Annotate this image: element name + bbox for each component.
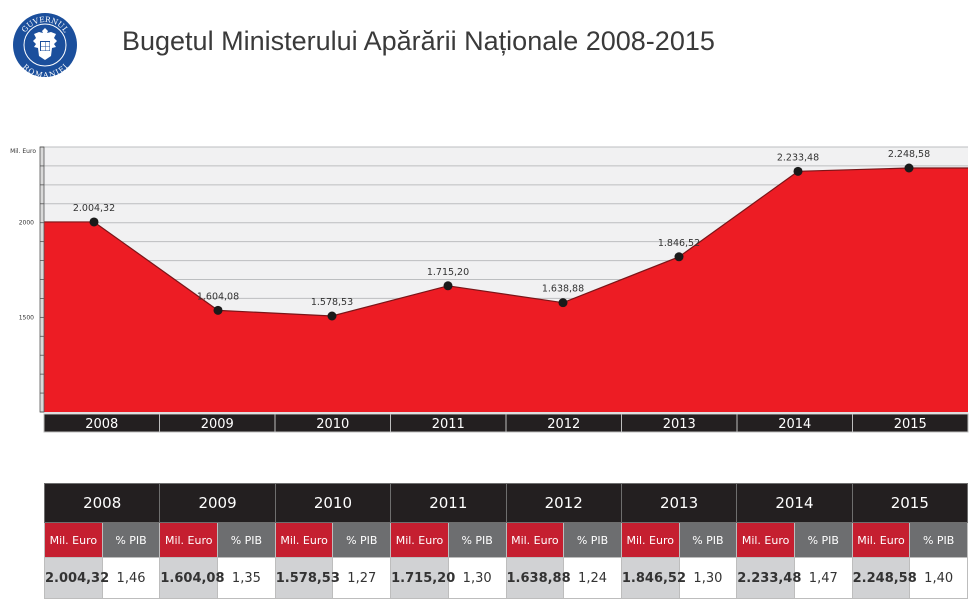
table-cell-pct-pib: 1,30 [447,557,507,599]
table-cell-mil-euro: 2.248,58 [851,557,917,599]
table-year-header: 2010 [274,483,392,523]
table-subheader-pct-pib: % PIB [447,522,507,558]
x-tick-label-2009: 2009 [201,417,234,432]
area-series [44,168,968,412]
table-cell-mil-euro: 1.715,20 [390,557,455,599]
budget-table: 2008 2009 2010 2011 2012 2013 2014 2015 Mil. Eu… [43,483,969,599]
x-axis-cell-2015 [852,413,969,433]
page-title: Bugetul Ministerului Apărării Naționale … [122,26,715,56]
table-year-header: 2012 [505,483,622,523]
data-label-2012: 1.638,88 [542,284,584,295]
x-axis-year-bar: 2008 2009 2010 2011 2012 2013 2014 2015 [43,413,969,433]
y-tick-label-2000: 2000 [19,220,34,227]
data-point-2010 [327,311,337,321]
data-label-2008: 2.004,32 [73,203,115,214]
table-year-header: 2008 [43,483,161,523]
data-label-2013: 1.846,52 [658,238,700,249]
table-cell-pct-pib: 1,27 [332,557,392,599]
y-tick-label-1500: 1500 [19,314,34,321]
data-label-2014: 2.233,48 [777,152,819,163]
table-subheader-pct-pib: % PIB [563,522,622,558]
table-subheader-mil-euro: Mil. Euro [505,522,565,558]
table-subheader-mil-euro: Mil. Euro [390,522,449,558]
table-cell-mil-euro: 1.604,08 [159,557,225,599]
table-cell-pct-pib: 1,35 [217,557,276,599]
table-year-header: 2009 [159,483,276,523]
table-subheader-mil-euro: Mil. Euro [620,522,680,558]
table-subheader-mil-euro: Mil. Euro [159,522,219,558]
table-subheader-pct-pib: % PIB [793,522,853,558]
data-point-2009 [213,305,223,315]
table-year-header: 2014 [736,483,853,523]
x-tick-label-2012: 2012 [547,417,580,432]
data-label-2011: 1.715,20 [427,267,469,278]
table-value-row: 2.004,32 1,46 1.604,08 1,35 1.578,53 1,27 1.71… [44,557,968,599]
table-subheader-mil-euro: Mil. Euro [736,522,795,558]
table-subheader-pct-pib: % PIB [101,522,161,558]
table-year-row: 2008 2009 2010 2011 2012 2013 2014 2015 [43,483,969,523]
eagle-crest-icon [33,28,57,60]
x-tick-label-2015: 2015 [894,417,927,432]
data-label-2015: 2.248,58 [888,149,930,160]
table-cell-mil-euro: 1.846,52 [620,557,686,599]
data-points: 2.004,32 1.604,08 1.578,53 1.715,20 1.638,88… [73,149,930,321]
data-label-2009: 1.604,08 [197,291,239,302]
y-axis-title: Mil. Euro [10,148,36,155]
table-year-header: 2011 [390,483,507,523]
x-tick-label-2010: 2010 [316,417,349,432]
table-subheader-mil-euro: Mil. Euro [44,522,103,558]
table-subheader-pct-pib: % PIB [332,522,392,558]
table-cell-pct-pib: 1,40 [909,557,968,599]
data-point-2008 [89,217,99,227]
y-axis: 2000 1500 [19,146,45,413]
x-tick-label-2014: 2014 [778,417,811,432]
data-point-2015 [904,163,914,173]
table-cell-mil-euro: 1.638,88 [505,557,571,599]
data-point-2011 [443,281,453,291]
data-label-2010: 1.578,53 [311,297,353,308]
x-tick-label-2008: 2008 [85,417,118,432]
table-cell-pct-pib: 1,24 [563,557,622,599]
table-cell-pct-pib: 1,46 [101,557,161,599]
table-subheader-row: Mil. Euro% PIB Mil. Euro% PIB Mil. Euro% P… [44,522,968,558]
table-subheader-mil-euro: Mil. Euro [274,522,334,558]
table-cell-pct-pib: 1,47 [793,557,853,599]
table-cell-mil-euro: 2.004,32 [44,557,109,599]
budget-area-chart: 2.004,32 1.604,08 1.578,53 1.715,20 1.638,88… [10,146,969,433]
table-cell-pct-pib: 1,30 [678,557,738,599]
logo-inner-ring [23,23,67,67]
x-tick-label-2013: 2013 [663,417,696,432]
line-series [44,167,968,317]
data-point-2014 [793,166,803,176]
government-of-romania-seal-icon: GUVERNUL ROMANIEI [13,13,77,78]
x-tick-label-2011: 2011 [432,417,465,432]
data-point-2013 [674,252,684,262]
table-year-header: 2013 [620,483,738,523]
table-subheader-pct-pib: % PIB [217,522,276,558]
table-subheader-pct-pib: % PIB [678,522,738,558]
table-year-header: 2015 [851,483,969,523]
data-point-2012 [558,298,568,308]
table-subheader-mil-euro: Mil. Euro [851,522,911,558]
table-subheader-pct-pib: % PIB [909,522,968,558]
table-cell-mil-euro: 2.233,48 [736,557,801,599]
table-cell-mil-euro: 1.578,53 [274,557,340,599]
